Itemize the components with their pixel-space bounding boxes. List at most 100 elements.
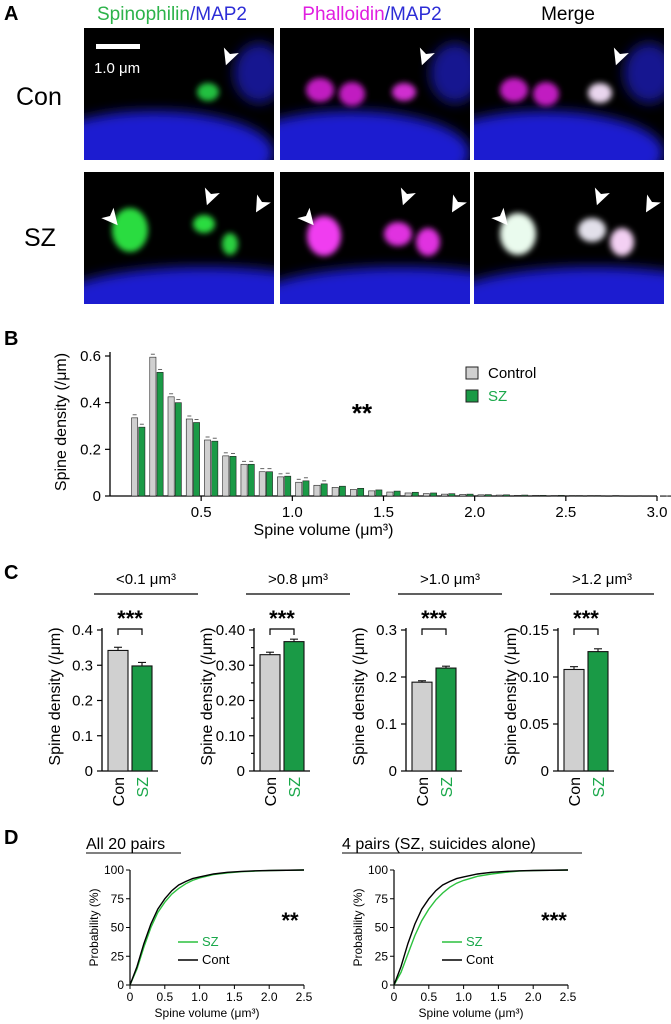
row-label-con: Con xyxy=(16,83,62,111)
chart-title: 4 pairs (SZ, suicides alone) xyxy=(342,836,536,853)
bar-control xyxy=(167,396,175,497)
bar-control xyxy=(131,417,139,497)
x-tick-label: 2.0 xyxy=(464,504,485,521)
y-tick-label: 0 xyxy=(117,978,124,992)
bar-sz xyxy=(266,471,273,497)
x-tick-label: 1.0 xyxy=(282,504,303,521)
y-tick-label: 50 xyxy=(375,921,389,935)
bar-panels: <0.1 μm³ 0 0.1 0.2 0.3 0.4 Spine density (/μm)… xyxy=(47,571,654,806)
y-axis-label: Probability (%) xyxy=(351,888,365,966)
fluorescent-puncta xyxy=(500,213,536,255)
y-tick-label: 0.2 xyxy=(80,441,101,458)
y-axis-label: Spine density (/μm) xyxy=(47,627,64,765)
arrowhead-icon xyxy=(419,47,435,66)
dendrite xyxy=(474,267,664,304)
fluorescent-puncta xyxy=(222,233,238,255)
chart-title: >1.0 μm³ xyxy=(420,571,480,588)
bar-control xyxy=(331,487,339,497)
fluorescent-puncta xyxy=(339,82,365,106)
x-axis-label: Spine volume (μm³) xyxy=(419,1006,524,1020)
cumulative-plot-1: All 20 pairs 0 25 50 75 100 0 0.5 1.0 1.5 2.0 2.5 Sp… xyxy=(86,836,313,1020)
chart-title: >0.8 μm³ xyxy=(268,571,328,588)
legend-swatch-control xyxy=(465,366,479,380)
bar-control xyxy=(477,494,485,497)
micrograph-content xyxy=(280,216,470,304)
x-tick-label: 1.5 xyxy=(226,990,243,1004)
column-title-spinophilin: Spinophilin/MAP2 xyxy=(97,4,247,25)
significance-annotation: *** xyxy=(421,606,447,631)
x-tick-label: 0.5 xyxy=(420,990,437,1004)
cumulative-panels: All 20 pairs 0 25 50 75 100 0 0.5 1.0 1.5 2.0 2.5 Sp… xyxy=(86,836,582,1020)
bar-control xyxy=(623,495,631,497)
significance-annotation: *** xyxy=(541,908,567,933)
chart-title: All 20 pairs xyxy=(86,836,165,853)
bar-sz xyxy=(448,493,456,497)
y-tick-label: 100 xyxy=(368,863,388,877)
x-tick-label: 1.0 xyxy=(191,990,208,1004)
arrowhead-icon xyxy=(400,187,416,206)
x-axis-label: Spine volume (μm³) xyxy=(155,1006,260,1020)
bar-sz xyxy=(648,495,656,497)
y-tick-label: 0.1 xyxy=(72,728,93,745)
legend-label-control: Control xyxy=(488,365,536,382)
column-title-phalloidin: Phalloidin/MAP2 xyxy=(302,4,441,25)
fluorescent-puncta xyxy=(384,222,412,246)
micrograph-sz-spinophilin xyxy=(84,172,274,304)
x-tick-label: 1.5 xyxy=(490,990,507,1004)
fluorescent-puncta xyxy=(533,82,559,106)
y-tick-label: 0 xyxy=(541,763,549,780)
y-tick-label: 0.1 xyxy=(376,716,397,733)
row-label-sz: SZ xyxy=(24,224,56,252)
x-tick-label: 1.5 xyxy=(373,504,394,521)
panel-letter-a: A xyxy=(4,3,18,25)
bar-sz xyxy=(411,491,419,497)
dendrite-branch xyxy=(624,43,664,103)
fluorescent-puncta xyxy=(588,83,612,103)
x-tick-label: 0 xyxy=(127,990,134,1004)
y-axis-label: Spine density (/μm) xyxy=(53,353,70,491)
bar-sz xyxy=(283,641,305,772)
legend-label-cont: Cont xyxy=(202,952,230,967)
bar-sz xyxy=(138,426,146,497)
bar-control xyxy=(295,481,303,497)
bar-control xyxy=(204,439,211,497)
fluorescent-puncta xyxy=(610,228,634,256)
y-tick-label: 0.30 xyxy=(216,657,245,674)
bar-sz xyxy=(484,494,492,497)
arrowhead-icon xyxy=(452,194,467,213)
significance-bracket xyxy=(269,628,295,635)
y-tick-label: 0 xyxy=(93,488,101,505)
bar-control xyxy=(404,492,412,497)
legend-label-cont: Cont xyxy=(466,952,494,967)
category-label-sz: SZ xyxy=(287,777,304,798)
significance-annotation: ** xyxy=(281,908,299,933)
y-tick-label: 0.05 xyxy=(520,716,549,733)
fluorescent-puncta xyxy=(193,215,215,233)
bar-sz xyxy=(435,667,457,772)
y-tick-label: 50 xyxy=(111,921,125,935)
significance-bracket xyxy=(573,628,599,635)
y-tick-label: 0.40 xyxy=(216,622,245,639)
bar-sz xyxy=(430,492,437,497)
y-tick-label: 25 xyxy=(111,949,125,963)
y-axis-label: Spine density (/μm) xyxy=(503,627,520,765)
dendrite xyxy=(280,111,470,160)
curve-sz xyxy=(129,869,305,986)
arrowhead-icon xyxy=(491,207,508,226)
cumulative-plot-2: 4 pairs (SZ, suicides alone) 0 25 50 75 100 0 0… xyxy=(342,836,582,1020)
bar-sz xyxy=(284,475,292,497)
bar-sz xyxy=(466,493,474,497)
x-tick-label: 2.5 xyxy=(560,990,577,1004)
bar-control xyxy=(568,495,576,497)
y-tick-label: 25 xyxy=(375,949,389,963)
bar-sz xyxy=(375,489,383,497)
bar-control xyxy=(587,495,594,497)
x-tick-label: 3.0 xyxy=(647,504,668,521)
bar-control xyxy=(605,495,613,497)
bar-control xyxy=(368,490,376,497)
category-label-sz: SZ xyxy=(439,777,456,798)
y-tick-label: 75 xyxy=(375,892,389,906)
significance-annotation: *** xyxy=(117,606,143,631)
x-axis-label: Spine volume (μm³) xyxy=(254,522,394,539)
